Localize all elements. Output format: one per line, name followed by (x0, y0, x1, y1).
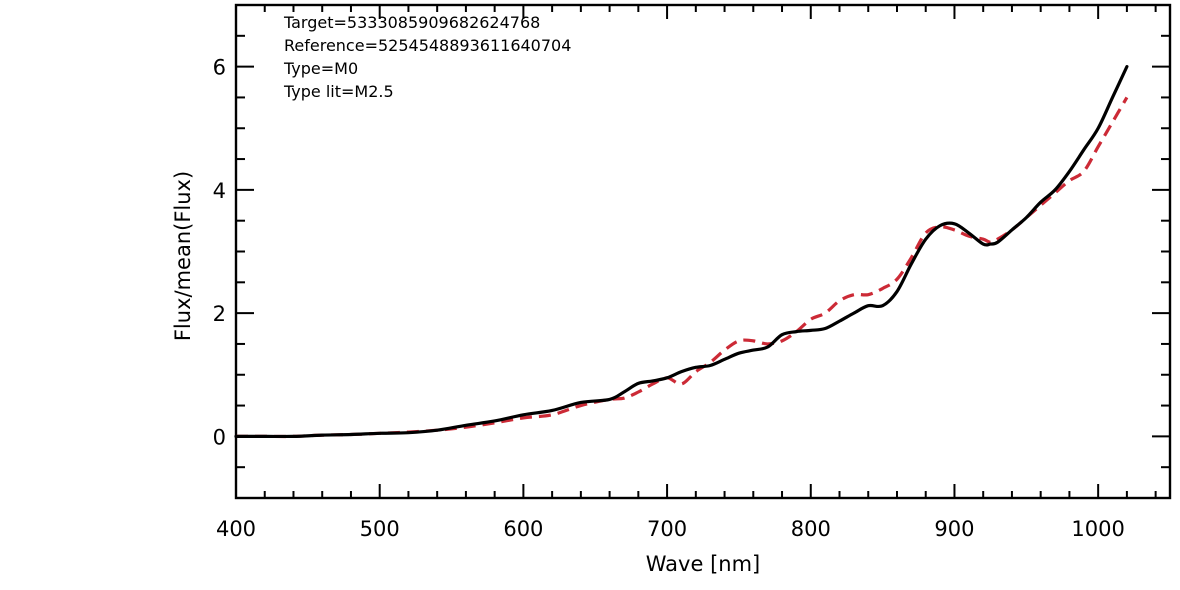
annotation-line: Type lit=M2.5 (283, 82, 394, 101)
annotation-line: Target=5333085909682624768 (283, 13, 540, 32)
y-tick-label: 0 (213, 425, 226, 449)
annotation-block: Target=5333085909682624768 Reference=5254… (283, 13, 571, 101)
tick-labels: 400 500 600 700 800 900 1000 0 2 4 6 (213, 56, 1125, 541)
x-tick-label: 800 (791, 517, 831, 541)
series-layer (234, 65, 1129, 439)
reference-spectrum-line (236, 96, 1129, 439)
x-tick-label: 500 (360, 517, 400, 541)
target-spectrum-line (234, 65, 1129, 439)
y-axis-title: Flux/mean(Flux) (171, 171, 195, 341)
tick-marks (235, 4, 1170, 499)
x-axis-title: Wave [nm] (646, 552, 760, 576)
plot-frame (234, 3, 1172, 500)
x-tick-label: 900 (934, 517, 974, 541)
annotation-line: Type=M0 (283, 59, 358, 78)
x-tick-label: 400 (216, 517, 256, 541)
x-tick-label: 1000 (1071, 517, 1124, 541)
y-tick-label: 6 (213, 56, 226, 80)
annotation-line: Reference=5254548893611640704 (284, 36, 571, 55)
y-tick-label: 4 (213, 179, 226, 203)
y-tick-label: 2 (213, 302, 226, 326)
x-tick-label: 600 (503, 517, 543, 541)
x-tick-label: 700 (647, 517, 687, 541)
